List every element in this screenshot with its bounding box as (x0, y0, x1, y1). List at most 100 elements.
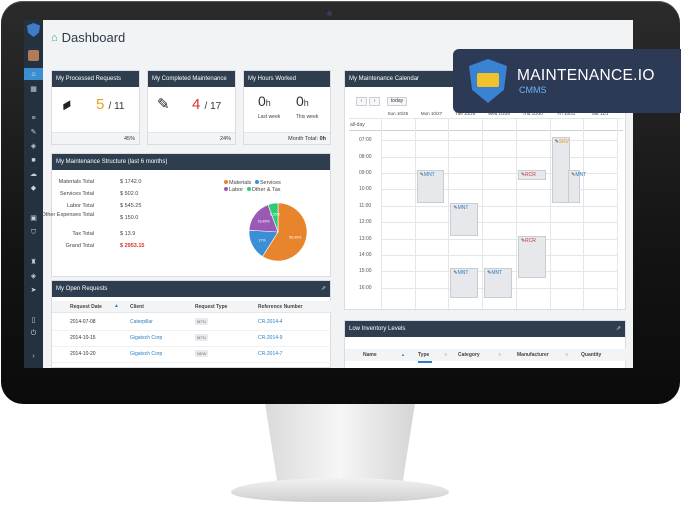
day-header[interactable]: Thu 10/30 (522, 111, 543, 116)
sidebar: ⌂ ▦ ≡ ✎ ◈ ■ ☁ ◆ ▣ ⛉ ♜ ◈ ➤ ▯ ⏻ › (24, 20, 43, 368)
brand-shield-icon (469, 59, 507, 103)
reference-link[interactable]: CR-2014-4 (258, 319, 283, 325)
sort-up-icon[interactable]: ▲ (401, 352, 405, 357)
stat-value: 4 / 17 (192, 96, 221, 113)
calendar-event[interactable]: ✎MNT (416, 170, 445, 203)
table-row[interactable]: 2014-07-08 Caterpillar MTN CR-2014-4 (52, 315, 332, 331)
brand-sub: CMMS (519, 85, 547, 95)
column-header[interactable]: Client (130, 304, 144, 310)
calendar-event[interactable]: ✎MNT (450, 268, 479, 298)
column-header[interactable]: Type (418, 352, 430, 358)
tags-icon[interactable]: ◈ (30, 273, 37, 280)
external-link-icon[interactable]: ⇗ (320, 286, 326, 292)
open-requests-panel: My Open Requests ⇗ Request Date Client Requ… (51, 280, 332, 368)
column-header[interactable]: Manufacturer (517, 352, 549, 358)
request-date: 2014-10-15 (70, 335, 96, 341)
calendar-event[interactable]: ✎SRV (551, 137, 571, 203)
table-row[interactable]: 2014-10-20 Gigatech Corp NEW CR-2014-7 (52, 347, 332, 363)
this-week-unit: h (303, 98, 309, 108)
column-header[interactable]: Request Type (195, 304, 228, 310)
avatar[interactable] (28, 50, 39, 61)
wrench-icon: ✎ (453, 270, 458, 277)
building-icon[interactable]: ▣ (30, 215, 37, 222)
request-type-badge: NEW (195, 350, 209, 357)
time-label: 07:00 (359, 137, 372, 144)
structure-value: $ 13.9 (120, 231, 136, 237)
home-icon[interactable]: ⌂ (24, 68, 43, 80)
camera-dot (327, 11, 332, 16)
processed-percent: 45% (52, 132, 139, 144)
grid-line (448, 118, 450, 311)
client-link[interactable]: Caterpillar (130, 319, 153, 325)
day-header[interactable]: Sun 10/26 (387, 111, 409, 116)
calendar-event[interactable]: ✎MNT (484, 268, 512, 298)
column-header[interactable]: Quantity (581, 352, 602, 358)
sort-icon[interactable]: ⇅ (498, 352, 502, 357)
shield-icon[interactable]: ⛉ (30, 229, 37, 236)
event-label: MNT (491, 270, 503, 277)
column-header[interactable]: Reference Number (258, 304, 303, 310)
type-cell: MTN (195, 318, 208, 325)
calendar-event[interactable]: ✎RCR (517, 170, 546, 180)
structure-value: $ 2953.15 (120, 243, 145, 249)
inventory-table-header: Name ▲ Type ⇅ Category ⇅ Manufacturer ⇅ Quantity (345, 349, 627, 363)
sort-icon[interactable]: ⇅ (444, 352, 448, 357)
completed-total: / 17 (204, 101, 222, 112)
calendar-event[interactable]: ✎MNT (450, 202, 479, 236)
time-label: 08:00 (359, 153, 372, 160)
calendar-event[interactable]: ✎RCR (517, 235, 546, 279)
last-week-label: Last week (257, 114, 281, 120)
logo-shield-icon[interactable] (27, 23, 40, 37)
grid-line (381, 156, 617, 158)
power-icon[interactable]: ⏻ (30, 330, 37, 337)
paint-icon[interactable]: ◆ (30, 185, 37, 192)
month-total-value: 0h (319, 136, 326, 142)
panel-header: My Completed Maintenance (148, 71, 235, 87)
list-icon[interactable]: ≡ (31, 114, 36, 122)
client-link[interactable]: Gigatech Corp (130, 351, 163, 357)
wrench-icon: ✎ (453, 204, 458, 211)
tag-icon[interactable]: ◈ (30, 143, 37, 150)
trophy-icon[interactable]: ♜ (30, 259, 37, 266)
reference-link[interactable]: CR-2014-9 (258, 335, 283, 341)
chevron-right-icon[interactable]: › (32, 352, 35, 360)
column-header[interactable]: Category (458, 352, 480, 358)
structure-value: $ 1742.0 (120, 179, 142, 185)
last-week-value: 0h (258, 93, 271, 109)
wrench-icon[interactable]: ✎ (30, 129, 37, 136)
column-header[interactable]: Name (363, 352, 377, 358)
day-header[interactable]: Wed 10/29 (488, 111, 510, 116)
request-date: 2014-10-20 (70, 351, 96, 357)
external-link-icon[interactable]: ⇗ (615, 326, 621, 332)
grid-line (617, 118, 618, 311)
day-header[interactable]: Sat 11/1 (591, 111, 609, 116)
panel-header: My Maintenance Structure (last 6 months) (52, 154, 330, 170)
column-header[interactable]: Request Date (70, 304, 102, 310)
briefcase-icon[interactable]: ■ (31, 156, 36, 164)
reference-link[interactable]: CR-2014-7 (258, 351, 283, 357)
ticket-icon: ▰ (57, 94, 75, 114)
sort-icon[interactable]: ⇅ (565, 352, 569, 357)
structure-row: Labor Total $ 545.25 (64, 203, 164, 213)
event-label: MNT (457, 270, 469, 277)
send-icon[interactable]: ➤ (30, 287, 37, 294)
event-label: RCR (525, 237, 536, 244)
prev-button[interactable]: ‹ (356, 97, 367, 106)
cloud-icon[interactable]: ☁ (30, 171, 37, 178)
day-header[interactable]: Mon 10/27 (420, 111, 443, 116)
next-button[interactable]: › (369, 97, 380, 106)
type-cell: MTN (195, 334, 208, 341)
day-header[interactable]: Tue 10/28 (455, 111, 476, 116)
client-link[interactable]: Gigatech Corp (130, 335, 163, 341)
mobile-icon[interactable]: ▯ (31, 317, 36, 324)
panel-title: My Open Requests (56, 286, 108, 292)
day-header[interactable]: Fri 10/31 (557, 111, 576, 116)
today-button[interactable]: today (387, 97, 407, 106)
table-row[interactable]: 2014-10-15 Gigatech Corp MTN CR-2014-9 (52, 331, 332, 347)
structure-row: Grand Total $ 2953.15 (64, 243, 164, 253)
this-week-label: This week (295, 114, 319, 120)
calendar-event[interactable]: ✎MNT (568, 170, 586, 203)
calendar-icon[interactable]: ▦ (30, 86, 37, 93)
sort-up-icon[interactable]: ▲ (114, 303, 119, 309)
